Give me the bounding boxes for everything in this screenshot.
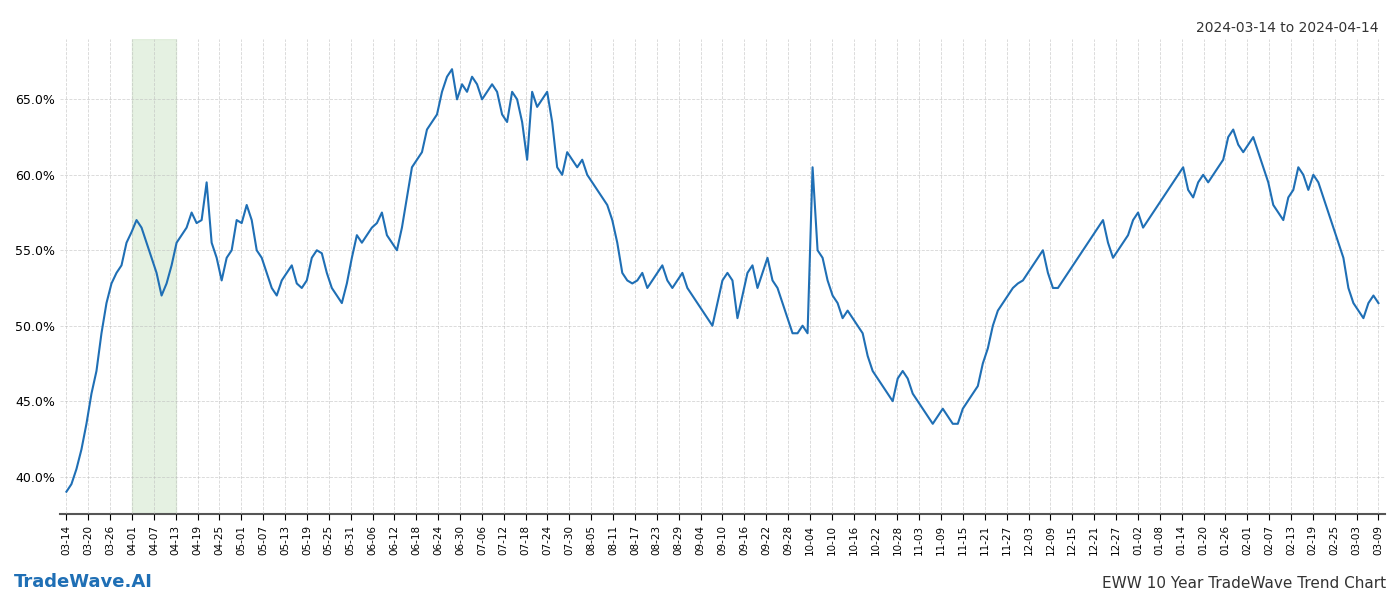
Text: EWW 10 Year TradeWave Trend Chart: EWW 10 Year TradeWave Trend Chart xyxy=(1102,576,1386,591)
Text: TradeWave.AI: TradeWave.AI xyxy=(14,573,153,591)
Text: 2024-03-14 to 2024-04-14: 2024-03-14 to 2024-04-14 xyxy=(1197,21,1379,35)
Bar xyxy=(132,39,176,514)
